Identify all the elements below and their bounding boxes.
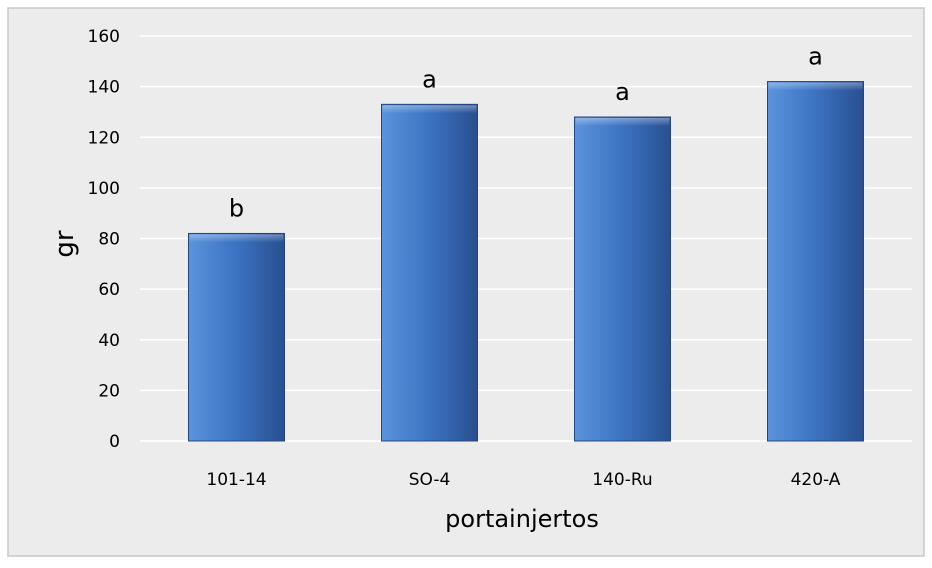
significance-label: b <box>229 194 244 222</box>
bar-so-4 <box>381 103 478 442</box>
x-axis-ticks: 101-14 SO-4 140-Ru 420-A <box>206 470 840 490</box>
bar-highlight <box>575 118 670 126</box>
y-axis-ticks: 0 20 40 60 80 100 120 140 160 <box>88 27 120 452</box>
x-axis-label: portainjertos <box>445 505 599 533</box>
x-tick-label: 101-14 <box>206 470 266 490</box>
bar-140-ru <box>574 116 671 442</box>
significance-labels: b a a a <box>229 43 823 223</box>
bar-highlight <box>382 105 477 114</box>
x-tick-label: SO-4 <box>409 470 451 490</box>
y-tick-label: 20 <box>98 381 120 401</box>
x-tick-label: 140-Ru <box>592 470 652 490</box>
y-tick-label: 0 <box>109 432 120 452</box>
x-tick-label: 420-A <box>791 470 841 490</box>
y-tick-label: 100 <box>88 179 120 199</box>
y-tick-label: 60 <box>98 280 120 300</box>
bar-highlight <box>768 82 863 91</box>
y-tick-label: 140 <box>88 78 120 98</box>
bars <box>188 81 864 442</box>
significance-label: a <box>808 43 823 71</box>
bar-highlight <box>189 234 284 243</box>
y-axis-label: gr <box>50 230 80 258</box>
y-tick-label: 40 <box>98 331 120 351</box>
y-tick-label: 80 <box>98 230 120 250</box>
significance-label: a <box>422 65 437 93</box>
y-tick-label: 120 <box>88 128 120 148</box>
bar-420-a <box>767 81 864 442</box>
y-tick-label: 160 <box>88 27 120 47</box>
significance-label: a <box>615 78 630 106</box>
bar-101-14 <box>188 232 285 442</box>
